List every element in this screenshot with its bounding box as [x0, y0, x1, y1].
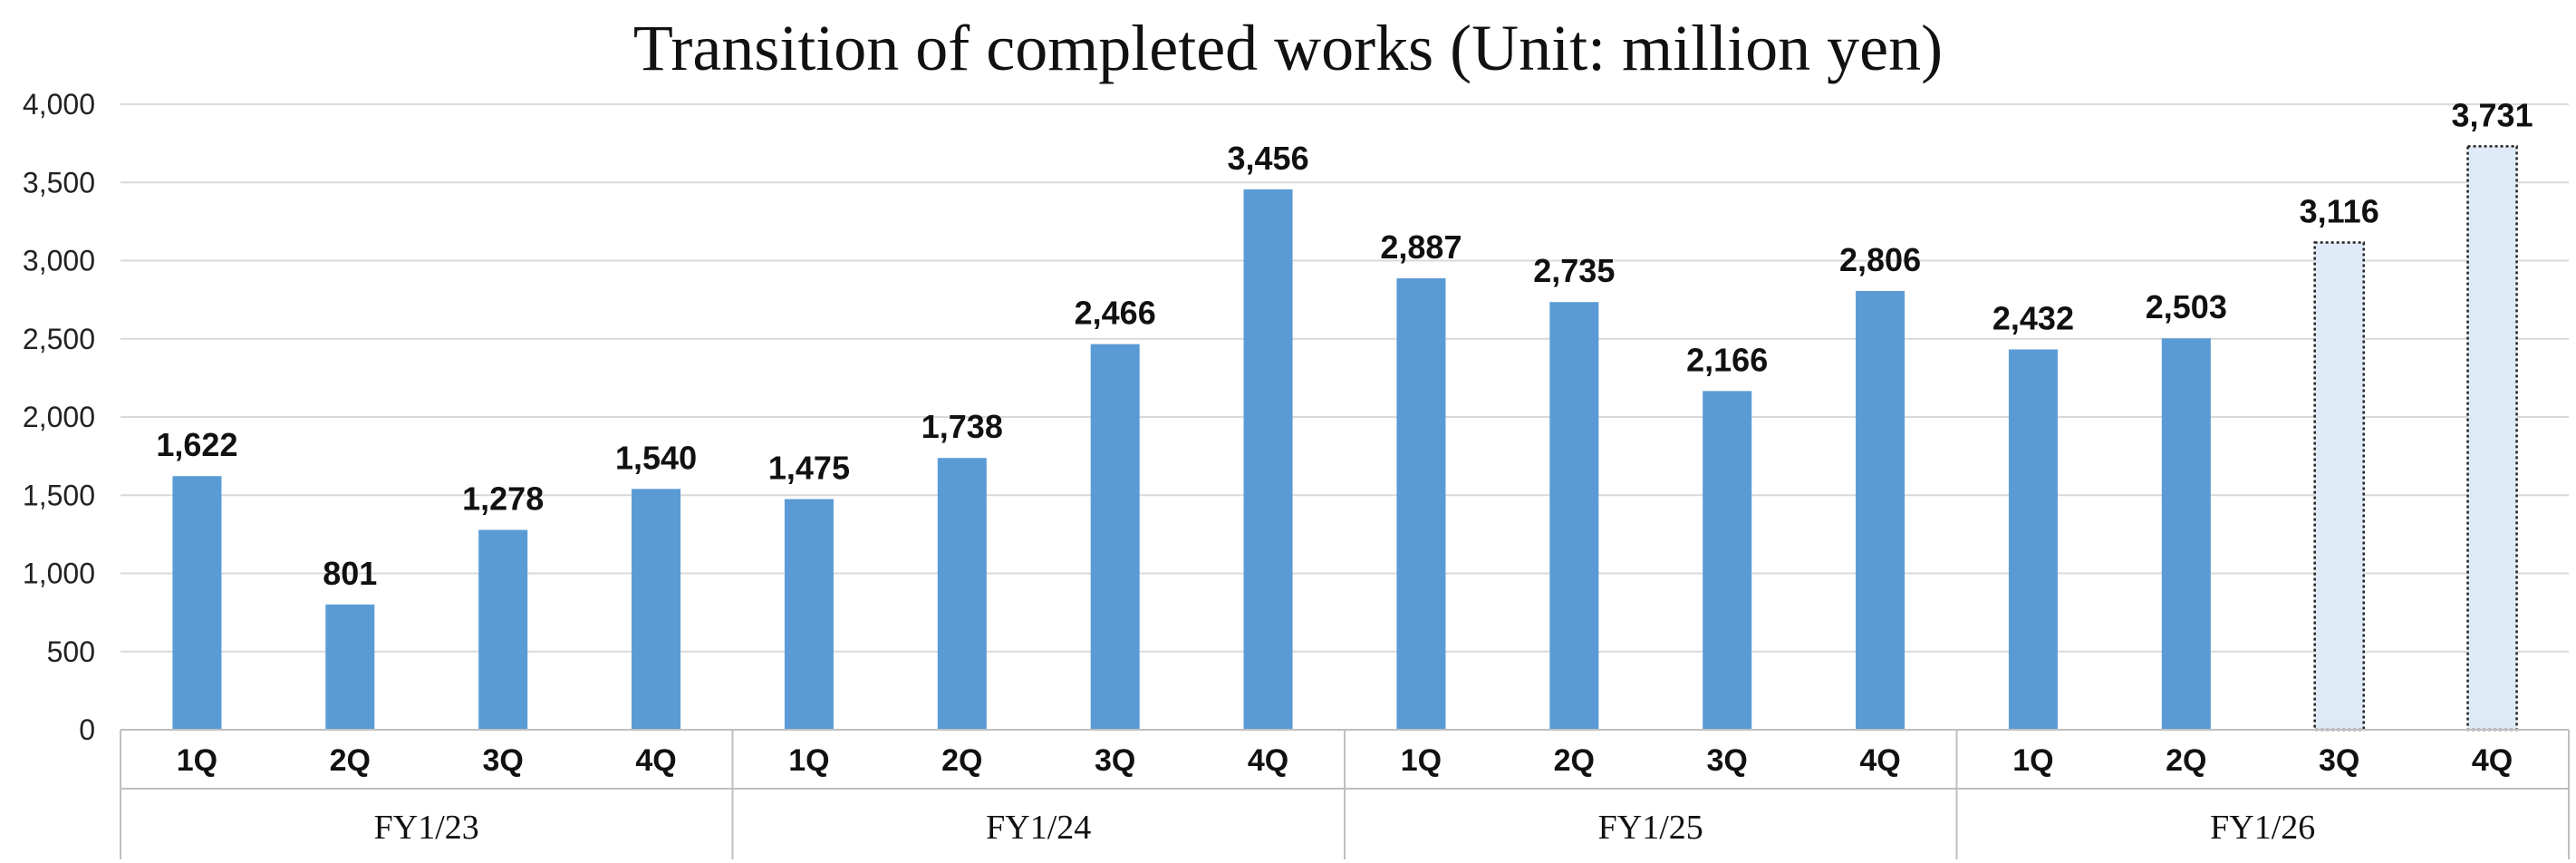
- x-tick-label: 2Q: [330, 743, 371, 778]
- data-label: 2,887: [1380, 228, 1462, 266]
- data-label: 2,503: [2146, 288, 2227, 325]
- bar: [1856, 290, 1905, 730]
- bar: [2161, 338, 2211, 730]
- y-tick-label: 2,000: [23, 401, 95, 433]
- x-tick-label: 4Q: [1248, 743, 1288, 778]
- bars: [172, 145, 2518, 732]
- bar: [1703, 391, 1752, 730]
- axes: 0 500 1,000 1,500 2,000 2,500 3,000 3,500 4,000 1…: [23, 88, 2570, 859]
- bar: [2008, 349, 2058, 730]
- y-tick-label: 2,500: [23, 323, 95, 355]
- x-tick-label: 1Q: [788, 743, 829, 778]
- data-label: 1,475: [768, 450, 850, 487]
- data-label: 2,735: [1533, 252, 1615, 289]
- chart-title: Transition of completed works (Unit: mil…: [632, 12, 1944, 84]
- data-label: 1,738: [921, 408, 1003, 445]
- group-label: FY1/24: [986, 809, 1091, 847]
- data-label: 801: [323, 555, 377, 592]
- y-tick-label: 4,000: [23, 88, 95, 121]
- group-label: FY1/23: [374, 809, 479, 847]
- data-label: 3,731: [2452, 96, 2533, 133]
- bar: [784, 499, 834, 730]
- y-tick-label: 3,500: [23, 166, 95, 199]
- x-tick-label: 3Q: [483, 743, 524, 778]
- bar: [325, 604, 375, 730]
- data-label: 1,622: [156, 426, 237, 463]
- group-label: FY1/26: [2210, 809, 2315, 847]
- x-tick-label: 2Q: [941, 743, 982, 778]
- bar: [2466, 145, 2518, 732]
- data-label: 1,540: [615, 439, 697, 476]
- data-label: 3,116: [2300, 192, 2379, 229]
- x-tick-label: 4Q: [2472, 743, 2513, 778]
- data-label: 2,166: [1686, 341, 1768, 378]
- bar: [172, 476, 222, 730]
- bar: [478, 529, 528, 730]
- bar: [2313, 241, 2365, 732]
- y-tick-label: 3,000: [23, 245, 95, 277]
- x-tick-label: 2Q: [1554, 743, 1595, 778]
- x-tick-label: 2Q: [2166, 743, 2206, 778]
- data-label: 2,466: [1075, 295, 1156, 332]
- bar: [1243, 189, 1293, 731]
- data-label: 3,456: [1228, 140, 1309, 177]
- bar: [1549, 302, 1599, 730]
- x-tick-label: 1Q: [2012, 743, 2053, 778]
- x-tick-label: 3Q: [1707, 743, 1748, 778]
- data-labels: 1,622 801 1,278 1,540 1,475 1,738 2,466 3,456 2,…: [156, 96, 2533, 591]
- bar: [937, 458, 987, 730]
- data-label: 2,806: [1839, 241, 1921, 278]
- y-tick-label: 500: [47, 635, 95, 668]
- data-label: 1,278: [462, 480, 544, 518]
- x-tick-label: 3Q: [2319, 743, 2359, 778]
- bar: [1090, 344, 1140, 730]
- y-tick-label: 1,000: [23, 558, 95, 590]
- data-label: 2,432: [1992, 299, 2074, 336]
- y-tick-label: 1,500: [23, 479, 95, 511]
- y-tick-label: 0: [79, 713, 95, 746]
- x-tick-label: 1Q: [1401, 743, 1442, 778]
- x-tick-label: 3Q: [1095, 743, 1135, 778]
- group-label: FY1/25: [1598, 809, 1703, 847]
- x-tick-label: 4Q: [1859, 743, 1900, 778]
- bar: [1396, 277, 1446, 730]
- x-tick-label: 4Q: [635, 743, 676, 778]
- x-tick-label: 1Q: [177, 743, 217, 778]
- bar: [632, 489, 681, 730]
